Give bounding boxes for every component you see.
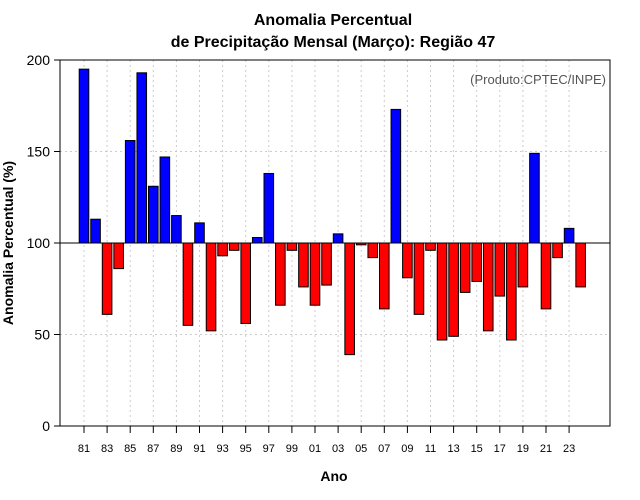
bar-03 bbox=[332, 233, 344, 244]
x-tick-label: 03 bbox=[332, 443, 344, 455]
chart-title: Anomalia Percentual bbox=[254, 12, 412, 29]
x-tick-label: 09 bbox=[401, 443, 413, 455]
bar-17 bbox=[494, 242, 506, 297]
x-tick-label: 83 bbox=[101, 443, 113, 455]
bar-21 bbox=[540, 242, 552, 310]
bar-82 bbox=[90, 218, 101, 244]
chart-subtitle: de Precipitação Mensal (Março): Região 4… bbox=[171, 34, 496, 51]
bar-87 bbox=[148, 185, 159, 244]
y-tick-label: 100 bbox=[27, 235, 51, 251]
bar-09 bbox=[402, 242, 413, 279]
x-tick-label: 99 bbox=[286, 443, 298, 455]
bars bbox=[78, 68, 586, 356]
bar-99 bbox=[286, 242, 298, 251]
bar-20 bbox=[529, 152, 540, 244]
bar-83 bbox=[101, 242, 113, 315]
bar-24 bbox=[575, 242, 586, 288]
y-tick-label: 50 bbox=[34, 327, 50, 343]
bar-14 bbox=[459, 242, 471, 293]
bar-15 bbox=[471, 242, 482, 282]
bar-95 bbox=[240, 242, 251, 325]
x-tick-label: 11 bbox=[425, 443, 436, 455]
x-tick-label: 19 bbox=[517, 443, 529, 455]
grid bbox=[60, 60, 610, 426]
y-axis: 0 50 100 150 200 bbox=[27, 52, 60, 434]
bar-18 bbox=[506, 242, 517, 341]
x-tick-label: 87 bbox=[147, 443, 159, 455]
bar-97 bbox=[263, 172, 275, 244]
y-tick-label: 0 bbox=[42, 418, 50, 434]
y-axis-label: Anomalia Percentual (%) bbox=[0, 161, 16, 325]
bar-02 bbox=[321, 242, 332, 286]
bar-22 bbox=[552, 242, 563, 259]
x-tick-label: 89 bbox=[170, 443, 182, 455]
bar-90 bbox=[182, 242, 194, 326]
bar-08 bbox=[390, 108, 402, 244]
bar-13 bbox=[448, 242, 459, 337]
bar-84 bbox=[113, 242, 124, 270]
bar-88 bbox=[159, 156, 171, 244]
x-axis-label: Ano bbox=[320, 468, 347, 484]
x-tick-label: 97 bbox=[263, 443, 275, 455]
x-tick-label: 23 bbox=[563, 443, 575, 455]
x-tick-label: 05 bbox=[355, 443, 367, 455]
x-tick-label: 07 bbox=[378, 443, 390, 455]
bar-89 bbox=[171, 215, 182, 244]
x-tick-label: 13 bbox=[447, 443, 459, 455]
bar-23 bbox=[563, 227, 575, 244]
bar-94 bbox=[228, 242, 240, 251]
x-tick-label: 91 bbox=[193, 443, 205, 455]
bar-16 bbox=[482, 242, 494, 332]
x-tick-label: 21 bbox=[540, 443, 552, 455]
bar-01 bbox=[309, 242, 321, 306]
x-tick-label: 01 bbox=[309, 443, 321, 455]
bar-98 bbox=[275, 242, 286, 306]
bar-06 bbox=[367, 242, 379, 259]
x-tick-label: 85 bbox=[124, 443, 136, 455]
credit-label: (Produto:CPTEC/INPE) bbox=[470, 72, 606, 87]
bar-00 bbox=[298, 242, 309, 288]
x-tick-label: 17 bbox=[494, 443, 506, 455]
x-axis: 81 83 85 87 89 91 93 95 97 99 01 03 05 07 09 11 13 15 17 19… bbox=[78, 426, 575, 455]
bar-19 bbox=[517, 242, 529, 288]
bar-12 bbox=[436, 242, 448, 341]
bar-81 bbox=[78, 68, 90, 244]
y-tick-label: 200 bbox=[27, 52, 51, 68]
x-tick-label: 93 bbox=[216, 443, 228, 455]
bar-92 bbox=[205, 242, 217, 332]
bar-04 bbox=[344, 242, 355, 356]
bar-91 bbox=[194, 222, 205, 244]
x-tick-label: 15 bbox=[471, 443, 483, 455]
y-tick-label: 150 bbox=[27, 144, 51, 160]
x-tick-label: 95 bbox=[240, 443, 252, 455]
bar-10 bbox=[413, 242, 425, 315]
bar-93 bbox=[217, 242, 228, 257]
x-tick-label: 81 bbox=[78, 443, 90, 455]
bar-85 bbox=[124, 140, 136, 244]
bar-07 bbox=[379, 242, 390, 310]
bar-86 bbox=[136, 72, 148, 244]
bar-11 bbox=[425, 242, 436, 251]
bar-96 bbox=[251, 237, 263, 244]
